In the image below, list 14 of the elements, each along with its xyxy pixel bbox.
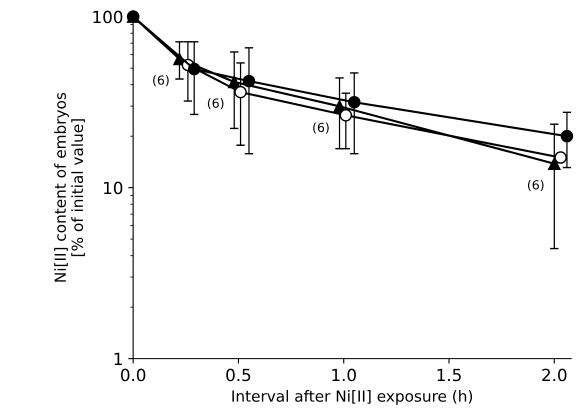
x-tick-label: 0.5: [226, 368, 250, 382]
x-tick-label: 1.0: [332, 368, 356, 382]
y-axis-title: Ni[II] content of embryos [% of initial value]: [54, 92, 85, 282]
x-tick-label: 2.0: [542, 368, 566, 382]
y-tick-label: 1: [114, 352, 122, 365]
x-tick-label: 1.5: [438, 368, 461, 382]
y-tick-label: 10: [104, 182, 122, 194]
annotation: (6): [153, 75, 169, 86]
y-tick-label: 100: [93, 10, 122, 24]
annotation: (6): [208, 98, 224, 110]
annotation: (6): [528, 180, 544, 192]
x-tick-label: 0.0: [121, 368, 146, 382]
x-axis-title: Interval after Ni[II] exposure (h): [232, 390, 472, 405]
annotation: (6): [313, 122, 329, 134]
